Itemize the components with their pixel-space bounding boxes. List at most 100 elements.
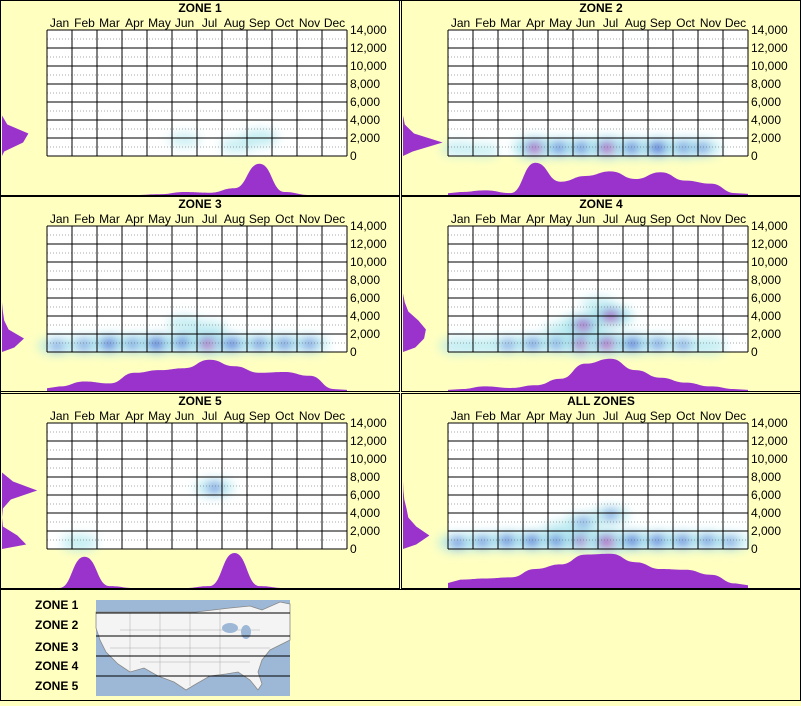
- month-label: Oct: [275, 16, 294, 30]
- month-label: Nov: [700, 212, 721, 226]
- map-lake: [241, 625, 251, 639]
- panel-border: [0, 393, 400, 589]
- y-tick-label: 0: [350, 345, 357, 359]
- chart-panel-2: ZONE 2 Jan Feb Mar Apr May Jun Jul Aug Sep Oct Nov D…: [401, 0, 801, 196]
- month-label: Jan: [451, 16, 470, 30]
- y-tick-label: 12,000: [751, 41, 788, 55]
- month-label: May: [549, 16, 572, 30]
- month-label: Jan: [50, 409, 69, 423]
- month-label: Sep: [249, 212, 271, 226]
- month-label: Sep: [249, 16, 271, 30]
- y-tick-label: 0: [751, 149, 758, 163]
- month-profile: [448, 553, 748, 588]
- y-tick-label: 14,000: [751, 416, 788, 430]
- y-tick-label: 10,000: [751, 452, 788, 466]
- y-tick-label: 8,000: [350, 77, 380, 91]
- elevation-profile: [2, 30, 29, 156]
- month-label: Jun: [576, 409, 595, 423]
- elevation-profile: [403, 423, 430, 549]
- month-label: Oct: [676, 16, 695, 30]
- panel-border: [0, 196, 400, 392]
- month-label: Dec: [324, 212, 345, 226]
- y-tick-label: 0: [350, 149, 357, 163]
- month-label: Dec: [725, 212, 746, 226]
- month-label: Nov: [299, 16, 320, 30]
- month-label: Mar: [99, 409, 120, 423]
- month-label: Mar: [500, 16, 521, 30]
- heat-core: [475, 537, 491, 547]
- month-label: May: [549, 409, 572, 423]
- month-label: Jul: [603, 212, 618, 226]
- y-tick-label: 6,000: [350, 291, 380, 305]
- month-label: Apr: [526, 409, 545, 423]
- month-label: Sep: [650, 409, 672, 423]
- month-label: Feb: [74, 212, 95, 226]
- heat-core: [604, 510, 617, 520]
- chart-panel-3: ZONE 3 Jan Feb Mar Apr May Jun Jul Aug Sep Oct Nov D…: [0, 196, 400, 392]
- heat-blob: [61, 534, 98, 552]
- zone-map: [95, 600, 291, 696]
- month-label: Dec: [725, 16, 746, 30]
- elevation-profile: [403, 30, 443, 156]
- heatmap-layer: [168, 129, 278, 153]
- month-label: Sep: [650, 16, 672, 30]
- heat-core: [700, 536, 716, 546]
- heat-core: [224, 338, 240, 349]
- heat-peak: [601, 341, 615, 348]
- panel-title: ZONE 4: [579, 197, 623, 211]
- y-tick-label: 6,000: [350, 488, 380, 502]
- month-label: Jun: [576, 16, 595, 30]
- heat-core: [676, 340, 690, 350]
- heat-core: [651, 339, 665, 349]
- heat-core: [501, 340, 515, 350]
- y-tick-label: 4,000: [350, 309, 380, 323]
- map-land: [95, 601, 291, 691]
- heat-blob: [439, 337, 477, 355]
- month-label: Jan: [50, 212, 69, 226]
- y-tick-label: 12,000: [350, 434, 387, 448]
- heat-blob: [220, 137, 254, 153]
- month-label: Jan: [451, 212, 470, 226]
- panel-title: ZONE 5: [178, 394, 222, 408]
- heat-peak: [529, 145, 542, 152]
- y-tick-label: 14,000: [751, 23, 788, 37]
- y-tick-label: 2,000: [350, 131, 380, 145]
- month-label: Jan: [451, 409, 470, 423]
- y-tick-label: 8,000: [751, 470, 781, 484]
- heat-core: [148, 338, 166, 350]
- y-tick-label: 10,000: [350, 255, 387, 269]
- month-label: Oct: [275, 212, 294, 226]
- y-tick-label: 10,000: [751, 255, 788, 269]
- y-tick-label: 2,000: [350, 327, 380, 341]
- heatmap-layer: [439, 296, 727, 356]
- month-label: Nov: [299, 409, 320, 423]
- y-tick-label: 6,000: [751, 488, 781, 502]
- y-tick-label: 0: [751, 345, 758, 359]
- y-tick-label: 6,000: [751, 291, 781, 305]
- month-label: Feb: [475, 212, 496, 226]
- month-label: Jul: [202, 409, 217, 423]
- month-label: Aug: [224, 409, 245, 423]
- month-label: Nov: [299, 212, 320, 226]
- y-tick-label: 10,000: [751, 59, 788, 73]
- elevation-profile: [403, 226, 426, 352]
- heat-blob: [543, 521, 578, 538]
- y-tick-label: 0: [751, 542, 758, 556]
- y-tick-label: 2,000: [751, 131, 781, 145]
- month-label: Oct: [275, 409, 294, 423]
- month-label: Apr: [125, 16, 144, 30]
- month-label: Oct: [676, 212, 695, 226]
- heat-blob: [466, 143, 500, 159]
- elevation-profile: [2, 226, 24, 352]
- heat-blob: [543, 321, 578, 338]
- month-label: Feb: [475, 16, 496, 30]
- month-label: Jun: [175, 212, 194, 226]
- month-profile: [47, 553, 347, 588]
- y-tick-label: 2,000: [751, 524, 781, 538]
- month-label: Feb: [74, 16, 95, 30]
- y-tick-label: 8,000: [751, 273, 781, 287]
- month-label: May: [148, 16, 171, 30]
- month-label: Jul: [202, 212, 217, 226]
- heat-core: [101, 338, 118, 350]
